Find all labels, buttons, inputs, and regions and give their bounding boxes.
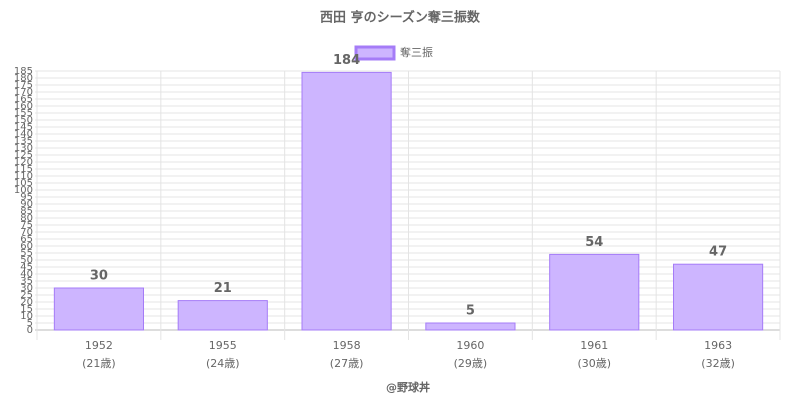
y-tick-label: 40: [20, 269, 33, 280]
y-tick-label: 110: [14, 171, 33, 182]
y-tick-label: 70: [20, 227, 33, 238]
y-tick-label: 105: [14, 178, 33, 189]
value-label: 184: [333, 53, 360, 68]
x-tick-label: 1952: [85, 339, 113, 352]
y-tick-label: 180: [14, 73, 33, 84]
value-label: 21: [214, 281, 232, 296]
y-tick-label: 155: [14, 108, 33, 119]
y-tick-label: 135: [14, 136, 33, 147]
value-label: 54: [585, 235, 603, 250]
x-tick-sublabel: (29歳): [454, 357, 488, 370]
y-tick-label: 80: [20, 213, 33, 224]
y-tick-label: 175: [14, 80, 33, 91]
y-tick-label: 75: [20, 220, 33, 231]
bar: [177, 300, 268, 331]
x-tick-label: 1963: [704, 339, 732, 352]
y-tick-label: 160: [14, 101, 33, 112]
y-tick-label: 65: [20, 234, 33, 245]
y-tick-label: 150: [14, 115, 33, 126]
x-tick-label: 1961: [580, 339, 608, 352]
y-tick-label: 50: [20, 255, 33, 266]
caption: @野球丼: [386, 380, 430, 394]
y-tick-label: 30: [20, 283, 33, 294]
y-tick-label: 35: [20, 276, 33, 287]
x-tick-label: 1960: [456, 339, 484, 352]
y-tick-label: 5: [27, 318, 33, 329]
x-tick-sublabel: (32歳): [701, 357, 735, 370]
y-tick-label: 130: [14, 143, 33, 154]
y-tick-label: 115: [14, 164, 33, 175]
value-label: 5: [466, 304, 475, 319]
value-label: 30: [90, 269, 108, 284]
y-tick-label: 0: [27, 325, 33, 336]
y-tick-label: 165: [14, 94, 33, 105]
x-tick-sublabel: (24歳): [206, 357, 240, 370]
y-tick-label: 45: [20, 262, 33, 273]
y-tick-label: 125: [14, 150, 33, 161]
x-tick-sublabel: (21歳): [82, 357, 116, 370]
bar: [53, 287, 144, 331]
bar: [673, 263, 764, 331]
x-tick-sublabel: (30歳): [577, 357, 611, 370]
value-label: 47: [709, 245, 727, 260]
y-tick-label: 170: [14, 87, 33, 98]
y-tick-label: 25: [20, 290, 33, 301]
y-tick-label: 85: [20, 206, 33, 217]
y-tick-label: 55: [20, 248, 33, 259]
y-tick-label: 15: [20, 304, 33, 315]
x-tick-label: 1958: [333, 339, 361, 352]
y-tick-label: 140: [14, 129, 33, 140]
chart-title: 西田 亨のシーズン奪三振数: [320, 10, 481, 26]
bar: [425, 322, 516, 331]
y-tick-label: 100: [14, 185, 33, 196]
y-tick-label: 145: [14, 122, 33, 133]
y-tick-label: 10: [20, 311, 33, 322]
y-tick-label: 60: [20, 241, 33, 252]
y-tick-label: 95: [20, 192, 33, 203]
bar: [301, 71, 392, 331]
x-tick-sublabel: (27歳): [330, 357, 364, 370]
legend-swatch: [354, 45, 396, 61]
y-tick-label: 120: [14, 157, 33, 168]
y-tick-label: 20: [20, 297, 33, 308]
y-tick-label: 90: [20, 199, 33, 210]
y-tick-label: 185: [14, 66, 33, 77]
bar: [549, 253, 640, 331]
legend-label: 奪三振: [400, 45, 433, 59]
x-tick-label: 1955: [209, 339, 237, 352]
